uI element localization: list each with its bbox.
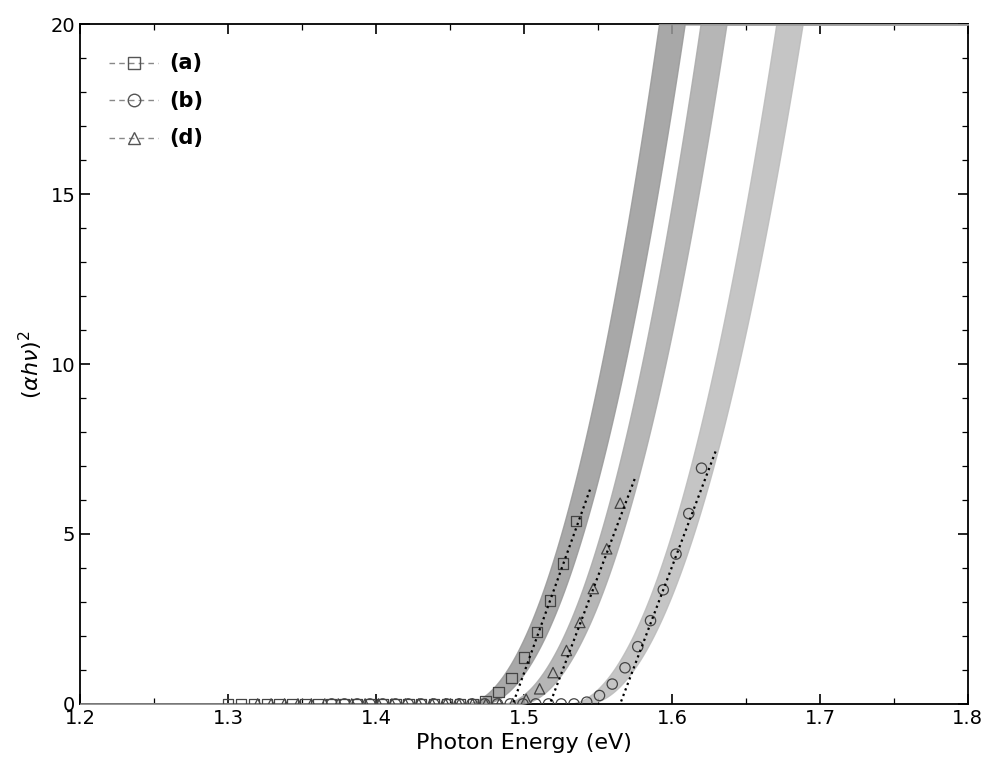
Point [233, 698, 249, 710]
Point [515, 698, 531, 710]
Point [464, 698, 480, 710]
Point [668, 548, 684, 561]
Point [246, 698, 262, 710]
Point [478, 698, 494, 710]
Point [424, 698, 440, 710]
X-axis label: Photon Energy (eV): Photon Energy (eV) [416, 733, 632, 753]
Point [591, 689, 607, 701]
Point [375, 698, 391, 710]
Point [599, 543, 615, 555]
Point [362, 698, 378, 710]
Point [451, 698, 467, 710]
Point [612, 497, 628, 509]
Point [518, 693, 534, 705]
Point [579, 696, 595, 708]
Point [465, 698, 481, 710]
Point [400, 698, 416, 710]
Point [491, 698, 507, 710]
Point [643, 614, 659, 627]
Point [617, 661, 633, 674]
Point [630, 641, 646, 653]
Point [384, 698, 400, 710]
Point [681, 507, 697, 520]
Point [375, 698, 391, 710]
Point [503, 671, 519, 684]
Point [277, 698, 293, 710]
Point [400, 698, 416, 710]
Point [324, 698, 340, 710]
Point [413, 698, 429, 710]
Point [263, 698, 279, 710]
Point [357, 698, 373, 710]
Point [491, 686, 507, 698]
Point [259, 698, 275, 710]
Point [336, 698, 352, 710]
Point [426, 698, 442, 710]
Point [297, 698, 313, 710]
Point [284, 698, 300, 710]
Point [439, 698, 455, 710]
Point [362, 698, 378, 710]
Point [505, 698, 521, 710]
Point [502, 698, 518, 710]
Point [349, 698, 365, 710]
Point [371, 698, 387, 710]
Point [604, 678, 620, 690]
Point [542, 594, 558, 607]
Point [220, 698, 236, 710]
Point [528, 698, 544, 710]
Point [478, 695, 494, 707]
Point [572, 616, 588, 628]
Point [330, 698, 346, 710]
Point [317, 698, 333, 710]
Point [558, 644, 574, 657]
Point [411, 698, 427, 710]
Point [585, 582, 601, 594]
Point [553, 698, 569, 710]
Point [516, 651, 532, 664]
Point [451, 698, 467, 710]
Point [349, 698, 365, 710]
Point [438, 698, 454, 710]
Point [532, 683, 548, 695]
Point [426, 698, 442, 710]
Point [655, 584, 671, 596]
Point [310, 698, 326, 710]
Point [568, 514, 584, 527]
Point [694, 462, 710, 474]
Point [336, 698, 352, 710]
Point [323, 698, 339, 710]
Point [464, 698, 480, 710]
Point [438, 698, 454, 710]
Legend: (a), (b), (d): (a), (b), (d) [90, 34, 223, 168]
Y-axis label: $(\alpha h\nu)^2$: $(\alpha h\nu)^2$ [17, 330, 45, 399]
Point [250, 698, 266, 710]
Point [413, 698, 429, 710]
Point [272, 698, 288, 710]
Point [555, 557, 571, 570]
Point [397, 698, 413, 710]
Point [489, 698, 505, 710]
Point [566, 698, 582, 710]
Point [290, 698, 306, 710]
Point [452, 698, 468, 710]
Point [477, 698, 493, 710]
Point [388, 698, 404, 710]
Point [529, 626, 545, 638]
Point [540, 698, 556, 710]
Point [387, 698, 403, 710]
Point [303, 698, 319, 710]
Point [545, 666, 561, 678]
Point [344, 698, 360, 710]
